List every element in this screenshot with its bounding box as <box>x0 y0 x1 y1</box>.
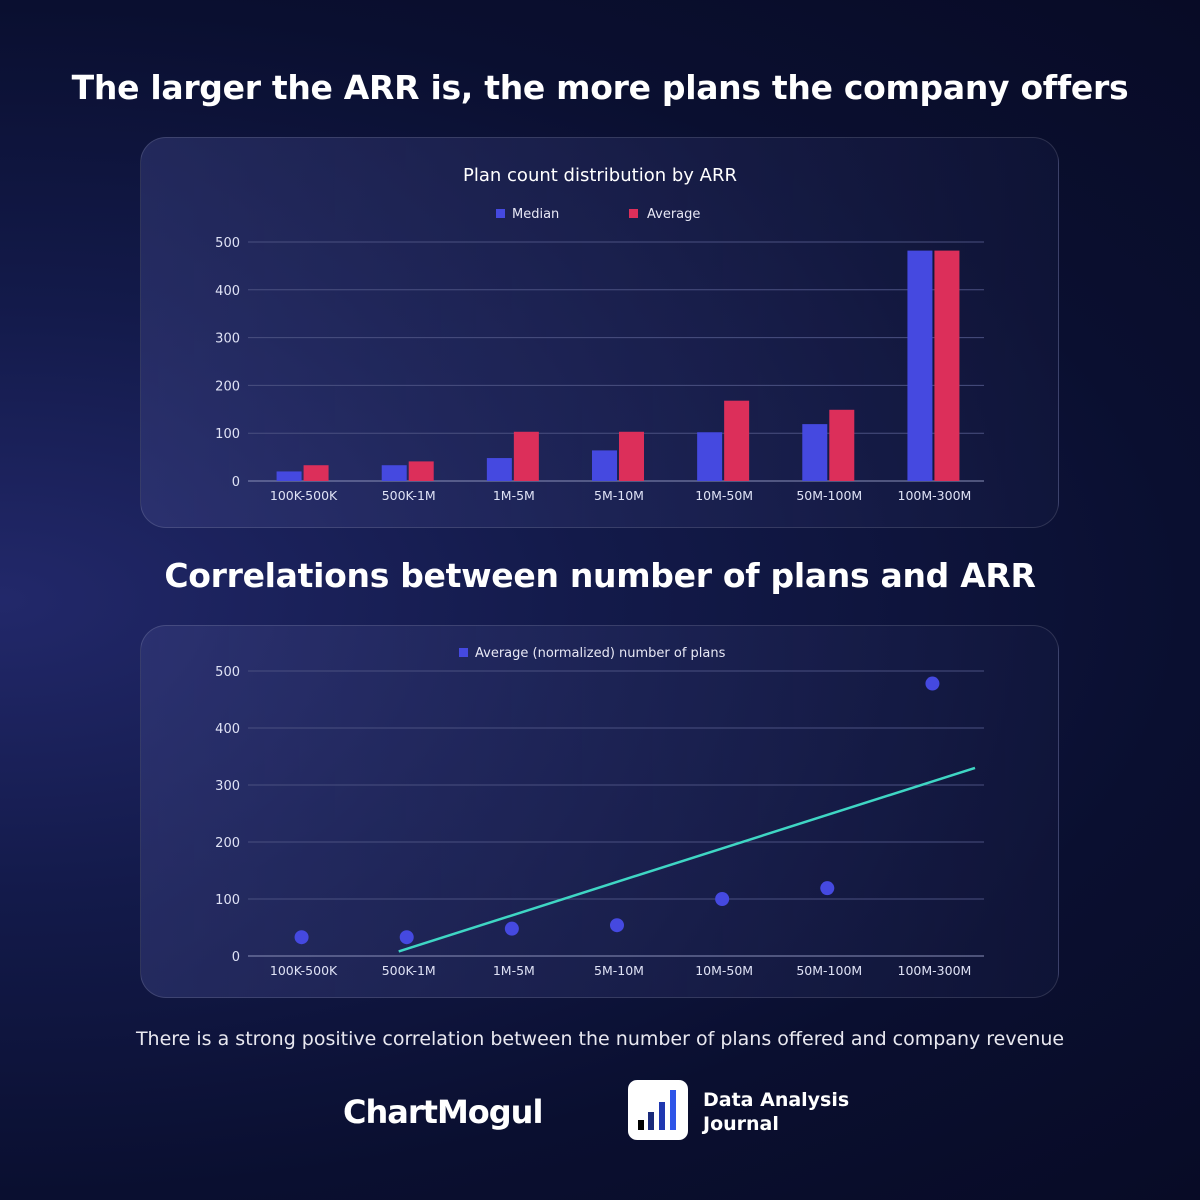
scatter-point <box>399 930 414 945</box>
scatter-xtick-label: 10M-50M <box>695 963 753 978</box>
scatter-legend-label: Average (normalized) number of plans <box>475 646 726 661</box>
scatter-ytick-label: 400 <box>215 722 240 737</box>
scatter-chart-card <box>140 625 1059 998</box>
scatter-xtick-label: 1M-5M <box>493 963 535 978</box>
scatter-point <box>504 921 519 936</box>
bar-xtick-label: 1M-5M <box>493 488 535 503</box>
chartmogul-logo: ChartMogul <box>343 1093 543 1131</box>
scatter-point <box>820 881 835 896</box>
daj-logo-text: Data Analysis Journal <box>703 1088 849 1136</box>
bar-ytick-label: 500 <box>215 236 240 251</box>
bar-median <box>381 465 407 481</box>
scatter-xtick-label: 100K-500K <box>270 963 338 978</box>
scatter-ytick-label: 500 <box>215 665 240 680</box>
bar-ytick-label: 0 <box>232 475 240 490</box>
scatter-point <box>610 918 624 933</box>
daj-logo-icon <box>628 1080 688 1140</box>
bottom-title: Correlations between number of plans and… <box>164 556 1036 595</box>
bar-median <box>486 458 512 481</box>
legend-swatch-median <box>496 209 505 218</box>
bar-xtick-label: 100K-500K <box>270 488 338 503</box>
bar-median <box>592 450 617 481</box>
scatter-xtick-label: 50M-100M <box>796 963 862 978</box>
bar-average <box>408 461 434 481</box>
bar-median <box>697 432 723 481</box>
daj-line2: Journal <box>703 1113 779 1135</box>
bar-xtick-label: 5M-10M <box>594 488 644 503</box>
bar-ytick-label: 400 <box>215 284 240 299</box>
bar-xtick-label: 10M-50M <box>695 488 753 503</box>
bar-median <box>276 471 302 481</box>
scatter-ytick-label: 100 <box>215 893 240 908</box>
bar-median <box>802 424 828 481</box>
trend-line <box>398 766 976 953</box>
bar-ytick-label: 300 <box>215 332 240 347</box>
bar-average <box>934 250 960 481</box>
bar-xtick-label: 50M-100M <box>796 488 862 503</box>
scatter-ytick-label: 200 <box>215 836 240 851</box>
scatter-ytick-label: 0 <box>232 950 240 965</box>
scatter-xtick-label: 500K-1M <box>382 963 436 978</box>
bar-xtick-label: 100M-300M <box>898 488 972 503</box>
bar-average <box>724 400 750 481</box>
scatter-point <box>925 676 940 691</box>
legend-label-median: Median <box>512 207 559 222</box>
bar-ytick-label: 200 <box>215 379 240 394</box>
bar-median <box>907 250 933 481</box>
bar-ytick-label: 100 <box>215 427 240 442</box>
bar-chart-title: Plan count distribution by ARR <box>463 165 737 186</box>
scatter-legend-swatch <box>459 648 468 657</box>
legend-label-average: Average <box>647 207 700 222</box>
footnote: There is a strong positive correlation b… <box>135 1028 1065 1050</box>
top-title: The larger the ARR is, the more plans th… <box>71 68 1129 107</box>
daj-line1: Data Analysis <box>703 1089 850 1111</box>
bar-average <box>619 431 644 481</box>
scatter-xtick-label: 100M-300M <box>898 963 972 978</box>
scatter-xtick-label: 5M-10M <box>594 963 644 978</box>
bar-xtick-label: 500K-1M <box>382 488 436 503</box>
scatter-ytick-label: 300 <box>215 779 240 794</box>
bar-average <box>829 409 855 481</box>
bar-average <box>513 431 539 481</box>
scatter-point <box>294 930 309 945</box>
bar-average <box>303 465 329 481</box>
scatter-point <box>715 892 730 906</box>
legend-swatch-average <box>629 209 638 218</box>
